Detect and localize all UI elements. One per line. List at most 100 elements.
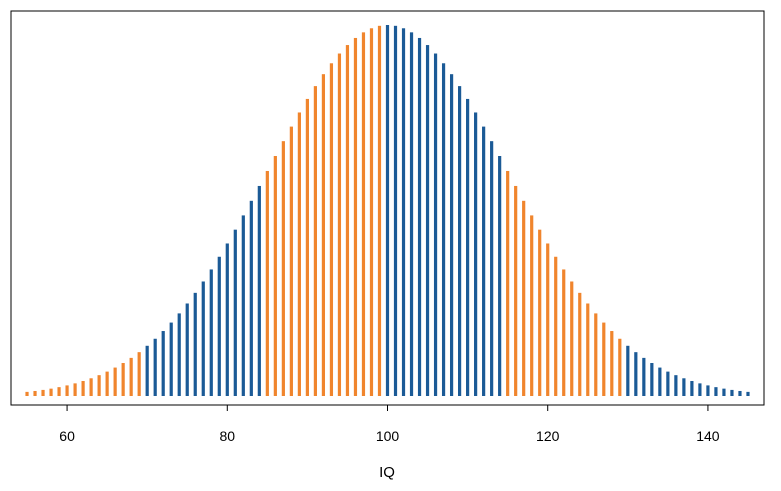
bar-iq-95 bbox=[345, 45, 350, 397]
bar-iq-128 bbox=[610, 331, 614, 396]
bar-iq-90 bbox=[305, 98, 309, 397]
bar-iq-94 bbox=[337, 53, 342, 397]
bar-iq-70 bbox=[145, 345, 149, 396]
bar-iq-63 bbox=[89, 378, 93, 396]
bar-iq-56 bbox=[33, 390, 37, 396]
bar-iq-125 bbox=[586, 303, 590, 396]
x-axis-label: IQ bbox=[379, 464, 395, 481]
bar-iq-60 bbox=[65, 385, 69, 396]
bar-iq-68 bbox=[129, 357, 133, 396]
bar-iq-66 bbox=[113, 367, 117, 396]
x-tick-label-80: 80 bbox=[219, 428, 235, 444]
bar-iq-129 bbox=[618, 338, 622, 396]
bar-iq-91 bbox=[313, 86, 317, 397]
bar-iq-143 bbox=[730, 389, 734, 396]
x-tick-label-120: 120 bbox=[536, 428, 560, 444]
bar-iq-105 bbox=[425, 45, 430, 397]
bar-iq-112 bbox=[482, 126, 486, 396]
bar-iq-74 bbox=[177, 313, 181, 396]
bar-iq-140 bbox=[706, 385, 710, 396]
bar-iq-102 bbox=[401, 28, 406, 397]
bar-iq-142 bbox=[722, 388, 726, 396]
bar-iq-87 bbox=[281, 141, 285, 396]
x-tick-label-140: 140 bbox=[696, 428, 720, 444]
bar-iq-75 bbox=[185, 303, 189, 396]
bar-iq-130 bbox=[626, 345, 630, 396]
bar-iq-101 bbox=[393, 25, 398, 396]
bar-iq-145 bbox=[746, 391, 750, 396]
bar-iq-144 bbox=[738, 390, 742, 396]
bar-iq-132 bbox=[642, 357, 646, 396]
bar-iq-57 bbox=[41, 389, 45, 396]
bar-iq-106 bbox=[433, 53, 438, 397]
bar-iq-104 bbox=[417, 37, 422, 397]
bar-iq-109 bbox=[458, 86, 462, 397]
bar-iq-124 bbox=[578, 292, 582, 396]
bar-iq-121 bbox=[554, 256, 558, 396]
bar-iq-139 bbox=[698, 383, 702, 396]
bar-iq-137 bbox=[682, 378, 686, 396]
bar-iq-85 bbox=[265, 170, 269, 396]
bar-iq-98 bbox=[369, 28, 374, 397]
bar-iq-55 bbox=[25, 391, 29, 396]
bar-iq-138 bbox=[690, 381, 694, 396]
bar-iq-127 bbox=[602, 322, 606, 396]
bar-iq-120 bbox=[546, 243, 550, 396]
bar-iq-83 bbox=[249, 200, 253, 396]
bar-iq-134 bbox=[658, 367, 662, 396]
bar-iq-141 bbox=[714, 387, 718, 396]
bar-iq-123 bbox=[570, 281, 574, 396]
bar-iq-133 bbox=[650, 363, 654, 396]
bar-iq-67 bbox=[121, 363, 125, 396]
bar-iq-100 bbox=[385, 25, 390, 396]
bar-iq-97 bbox=[361, 32, 366, 396]
bar-iq-80 bbox=[225, 243, 229, 396]
bars-group bbox=[25, 25, 750, 397]
bar-iq-131 bbox=[634, 352, 638, 396]
bar-iq-71 bbox=[153, 338, 157, 396]
bar-iq-113 bbox=[490, 141, 494, 396]
bar-iq-107 bbox=[441, 63, 446, 396]
x-axis: 60 80 100 120 140 bbox=[59, 405, 720, 444]
bar-iq-77 bbox=[201, 281, 205, 396]
bar-iq-88 bbox=[289, 126, 293, 396]
bar-iq-82 bbox=[241, 215, 245, 396]
bar-iq-61 bbox=[73, 383, 77, 396]
bar-iq-119 bbox=[538, 229, 542, 396]
bar-iq-111 bbox=[474, 112, 478, 396]
bar-iq-86 bbox=[273, 156, 277, 396]
bar-iq-58 bbox=[49, 388, 53, 396]
bar-iq-79 bbox=[217, 256, 221, 396]
bar-iq-73 bbox=[169, 322, 173, 396]
x-tick-label-60: 60 bbox=[59, 428, 75, 444]
bar-iq-64 bbox=[97, 375, 101, 396]
bar-iq-122 bbox=[562, 269, 566, 396]
bar-iq-72 bbox=[161, 331, 165, 396]
bar-iq-78 bbox=[209, 269, 213, 396]
bar-iq-126 bbox=[594, 313, 598, 396]
bar-iq-93 bbox=[329, 63, 334, 396]
bar-iq-92 bbox=[321, 74, 326, 397]
bar-iq-118 bbox=[530, 215, 534, 396]
bar-iq-69 bbox=[137, 352, 141, 396]
bar-iq-84 bbox=[257, 185, 261, 396]
bar-iq-114 bbox=[498, 156, 502, 396]
bar-iq-65 bbox=[105, 371, 109, 396]
bar-iq-81 bbox=[233, 229, 237, 396]
bar-iq-62 bbox=[81, 381, 85, 396]
bar-iq-59 bbox=[57, 387, 61, 396]
bar-iq-108 bbox=[449, 74, 454, 397]
bar-iq-89 bbox=[297, 112, 301, 396]
bar-iq-110 bbox=[466, 98, 470, 397]
bar-iq-115 bbox=[506, 170, 510, 396]
x-tick-label-100: 100 bbox=[376, 428, 400, 444]
bar-iq-135 bbox=[666, 371, 670, 396]
bar-iq-76 bbox=[193, 292, 197, 396]
bar-iq-99 bbox=[377, 25, 382, 396]
bar-iq-116 bbox=[514, 185, 518, 396]
bar-iq-117 bbox=[522, 200, 526, 396]
bar-iq-96 bbox=[353, 37, 358, 397]
bar-iq-103 bbox=[409, 32, 414, 396]
bar-iq-136 bbox=[674, 375, 678, 396]
